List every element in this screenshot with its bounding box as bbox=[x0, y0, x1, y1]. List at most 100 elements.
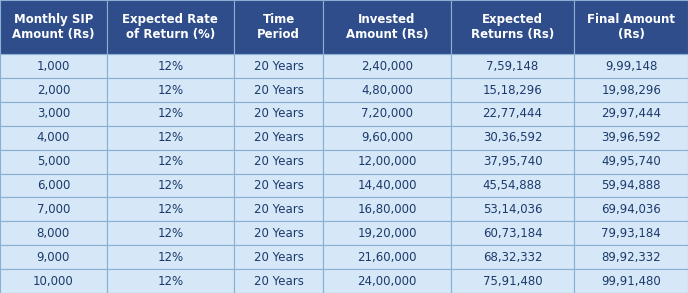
Text: 12%: 12% bbox=[158, 108, 183, 120]
Text: 22,77,444: 22,77,444 bbox=[482, 108, 543, 120]
Bar bbox=[451, 269, 574, 293]
Text: 89,92,332: 89,92,332 bbox=[601, 251, 661, 264]
Text: 3,000: 3,000 bbox=[36, 108, 70, 120]
Bar bbox=[451, 173, 574, 197]
Text: 99,91,480: 99,91,480 bbox=[601, 275, 661, 287]
Bar bbox=[323, 197, 451, 222]
Bar bbox=[574, 150, 688, 173]
Text: 21,60,000: 21,60,000 bbox=[357, 251, 417, 264]
Text: 15,18,296: 15,18,296 bbox=[483, 84, 542, 96]
Text: 75,91,480: 75,91,480 bbox=[483, 275, 542, 287]
Bar bbox=[107, 269, 234, 293]
Bar bbox=[107, 126, 234, 150]
Bar bbox=[574, 173, 688, 197]
Bar bbox=[574, 78, 688, 102]
Text: 12%: 12% bbox=[158, 203, 183, 216]
Text: 5,000: 5,000 bbox=[36, 155, 70, 168]
Bar bbox=[0, 269, 107, 293]
Text: 29,97,444: 29,97,444 bbox=[601, 108, 661, 120]
Text: 12%: 12% bbox=[158, 179, 183, 192]
Text: 12,00,000: 12,00,000 bbox=[357, 155, 417, 168]
Bar bbox=[0, 54, 107, 78]
Text: 6,000: 6,000 bbox=[36, 179, 70, 192]
Text: 4,000: 4,000 bbox=[36, 131, 70, 144]
Bar bbox=[234, 150, 323, 173]
Text: 20 Years: 20 Years bbox=[254, 227, 303, 240]
Text: 9,000: 9,000 bbox=[36, 251, 70, 264]
Bar bbox=[107, 150, 234, 173]
Text: 12%: 12% bbox=[158, 275, 183, 287]
Text: 79,93,184: 79,93,184 bbox=[601, 227, 661, 240]
Bar bbox=[0, 197, 107, 222]
Bar bbox=[574, 197, 688, 222]
Text: 9,60,000: 9,60,000 bbox=[361, 131, 413, 144]
Text: 7,000: 7,000 bbox=[36, 203, 70, 216]
Bar bbox=[451, 222, 574, 245]
Bar bbox=[451, 245, 574, 269]
Bar bbox=[574, 269, 688, 293]
Bar bbox=[574, 0, 688, 54]
Text: 8,000: 8,000 bbox=[36, 227, 70, 240]
Text: 60,73,184: 60,73,184 bbox=[483, 227, 542, 240]
Text: 12%: 12% bbox=[158, 84, 183, 96]
Bar bbox=[234, 222, 323, 245]
Bar bbox=[234, 197, 323, 222]
Bar bbox=[323, 78, 451, 102]
Bar bbox=[323, 126, 451, 150]
Bar bbox=[451, 78, 574, 102]
Bar bbox=[234, 269, 323, 293]
Text: 20 Years: 20 Years bbox=[254, 155, 303, 168]
Text: 7,59,148: 7,59,148 bbox=[486, 60, 539, 73]
Text: 4,80,000: 4,80,000 bbox=[361, 84, 413, 96]
Bar bbox=[323, 0, 451, 54]
Text: 20 Years: 20 Years bbox=[254, 251, 303, 264]
Text: 19,98,296: 19,98,296 bbox=[601, 84, 661, 96]
Bar bbox=[451, 102, 574, 126]
Text: 59,94,888: 59,94,888 bbox=[601, 179, 661, 192]
Text: 20 Years: 20 Years bbox=[254, 108, 303, 120]
Bar bbox=[451, 150, 574, 173]
Bar bbox=[234, 245, 323, 269]
Text: 10,000: 10,000 bbox=[33, 275, 74, 287]
Text: Final Amount
(Rs): Final Amount (Rs) bbox=[588, 13, 675, 41]
Bar bbox=[107, 245, 234, 269]
Text: 53,14,036: 53,14,036 bbox=[483, 203, 542, 216]
Text: 20 Years: 20 Years bbox=[254, 275, 303, 287]
Bar bbox=[107, 102, 234, 126]
Text: 12%: 12% bbox=[158, 227, 183, 240]
Bar bbox=[0, 102, 107, 126]
Bar bbox=[574, 54, 688, 78]
Bar bbox=[574, 245, 688, 269]
Bar bbox=[0, 222, 107, 245]
Text: Time
Period: Time Period bbox=[257, 13, 300, 41]
Text: 1,000: 1,000 bbox=[36, 60, 70, 73]
Bar bbox=[107, 222, 234, 245]
Text: 39,96,592: 39,96,592 bbox=[601, 131, 661, 144]
Bar bbox=[107, 173, 234, 197]
Bar bbox=[323, 102, 451, 126]
Text: Expected Rate
of Return (%): Expected Rate of Return (%) bbox=[122, 13, 218, 41]
Bar bbox=[0, 78, 107, 102]
Bar bbox=[323, 173, 451, 197]
Text: 2,000: 2,000 bbox=[36, 84, 70, 96]
Text: Invested
Amount (Rs): Invested Amount (Rs) bbox=[346, 13, 428, 41]
Text: 12%: 12% bbox=[158, 155, 183, 168]
Text: 30,36,592: 30,36,592 bbox=[483, 131, 542, 144]
Text: 19,20,000: 19,20,000 bbox=[357, 227, 417, 240]
Bar bbox=[323, 150, 451, 173]
Text: 12%: 12% bbox=[158, 251, 183, 264]
Text: 12%: 12% bbox=[158, 131, 183, 144]
Text: Monthly SIP
Amount (Rs): Monthly SIP Amount (Rs) bbox=[12, 13, 94, 41]
Bar bbox=[451, 0, 574, 54]
Bar bbox=[323, 269, 451, 293]
Text: 49,95,740: 49,95,740 bbox=[601, 155, 661, 168]
Text: 24,00,000: 24,00,000 bbox=[357, 275, 417, 287]
Bar bbox=[0, 150, 107, 173]
Text: 16,80,000: 16,80,000 bbox=[357, 203, 417, 216]
Bar bbox=[234, 0, 323, 54]
Bar bbox=[107, 0, 234, 54]
Bar bbox=[451, 126, 574, 150]
Text: Expected
Returns (Rs): Expected Returns (Rs) bbox=[471, 13, 555, 41]
Bar bbox=[234, 126, 323, 150]
Text: 2,40,000: 2,40,000 bbox=[361, 60, 413, 73]
